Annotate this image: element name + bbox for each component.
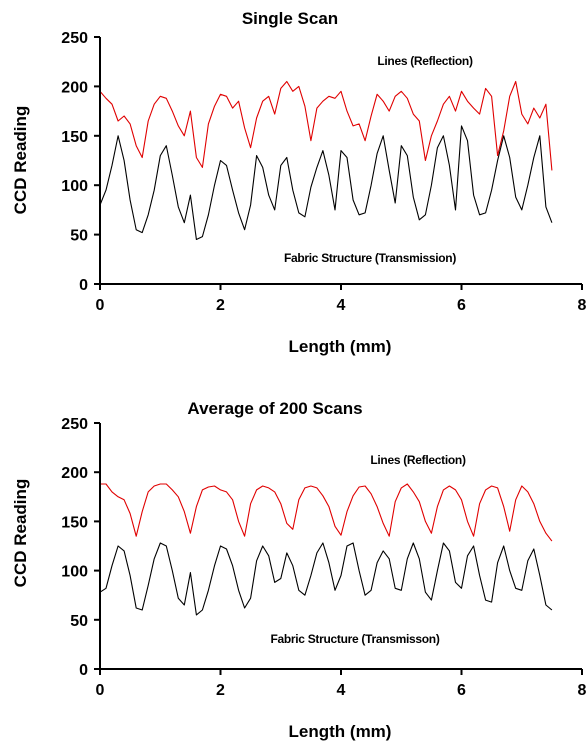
annotation-transmission: Fabric Structure (Transmisson) xyxy=(270,632,439,646)
series-line-transmission xyxy=(99,542,553,616)
series-line-reflection xyxy=(99,80,553,171)
x-tick-label: 4 xyxy=(337,297,346,314)
y-tick-label: 200 xyxy=(61,465,88,482)
chart-average-200-scans: Average of 200 Scans CCD Reading Length … xyxy=(11,399,587,741)
x-tick-label: 6 xyxy=(457,682,466,699)
x-tick-label: 0 xyxy=(96,682,105,699)
x-tick-label: 2 xyxy=(216,682,225,699)
y-tick-label: 100 xyxy=(61,564,88,581)
y-tick-label: 200 xyxy=(61,79,88,96)
x-tick-label: 6 xyxy=(457,297,466,314)
x-axis-label: Length (mm) xyxy=(289,337,392,356)
y-tick-label: 250 xyxy=(61,30,88,47)
chart-title: Average of 200 Scans xyxy=(187,399,362,418)
y-tick-label: 250 xyxy=(61,416,88,433)
y-tick-label: 150 xyxy=(61,514,88,531)
x-tick-label: 4 xyxy=(337,682,346,699)
y-tick-label: 150 xyxy=(61,129,88,146)
plot-area: 0 50 100 150 200 250 0 2 4 6 8 xyxy=(61,30,586,314)
x-tick-label: 8 xyxy=(578,297,587,314)
y-axis-label: CCD Reading xyxy=(11,479,30,588)
annotation-transmission: Fabric Structure (Transmission) xyxy=(284,251,456,265)
y-tick-label: 0 xyxy=(79,277,88,294)
x-tick-label: 8 xyxy=(578,682,587,699)
y-tick-label: 0 xyxy=(79,662,88,679)
series-line-reflection xyxy=(100,483,553,542)
y-tick-label: 100 xyxy=(61,178,88,195)
chart-title: Single Scan xyxy=(242,9,338,28)
x-tick-label: 2 xyxy=(216,297,225,314)
x-axis-label: Length (mm) xyxy=(289,722,392,741)
series-line-transmission xyxy=(99,125,553,241)
annotation-reflection: Lines (Reflection) xyxy=(370,453,466,467)
x-tick-label: 0 xyxy=(96,297,105,314)
y-tick-label: 50 xyxy=(70,228,88,245)
plot-area: 0 50 100 150 200 250 0 2 4 6 8 xyxy=(61,416,586,699)
y-tick-label: 50 xyxy=(70,613,88,630)
annotation-reflection: Lines (Reflection) xyxy=(377,54,473,68)
y-axis-label: CCD Reading xyxy=(11,106,30,215)
chart-single-scan: Single Scan CCD Reading Length (mm) Line… xyxy=(11,9,587,356)
